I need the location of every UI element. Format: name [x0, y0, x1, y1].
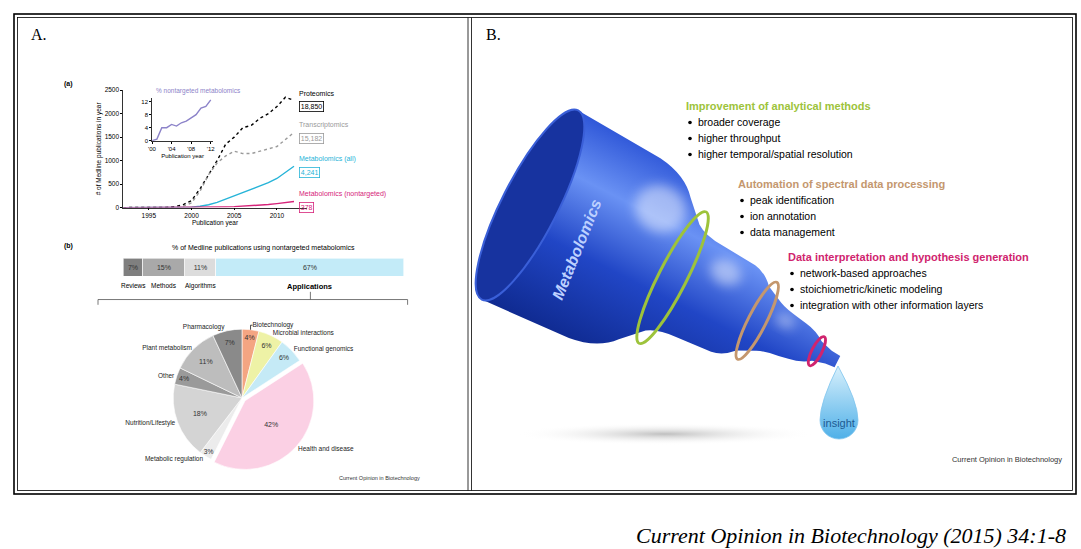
svg-text:18,850: 18,850 — [301, 103, 323, 110]
svg-text:'12: '12 — [207, 146, 215, 152]
svg-text:ion annotation: ion annotation — [750, 210, 816, 222]
svg-text:Publication year: Publication year — [161, 153, 204, 159]
svg-text:Automation of spectral data pr: Automation of spectral data processing — [738, 178, 945, 190]
svg-text:Functional genomics: Functional genomics — [294, 345, 354, 353]
svg-text:6%: 6% — [279, 354, 289, 361]
svg-text:'04: '04 — [168, 146, 176, 152]
svg-text:'08: '08 — [187, 146, 195, 152]
svg-text:Biotechnology: Biotechnology — [253, 321, 295, 329]
svg-text:Metabolomics: Metabolomics — [549, 197, 605, 302]
svg-text:Current Opinion in Biotechnolo: Current Opinion in Biotechnology — [952, 455, 1062, 464]
svg-text:0: 0 — [115, 204, 119, 211]
svg-text:Improvement of analytical meth: Improvement of analytical methods — [686, 100, 871, 112]
svg-text:higher temporal/spatial resolu: higher temporal/spatial resolution — [698, 148, 853, 160]
svg-text:broader coverage: broader coverage — [698, 116, 780, 128]
svg-text:data management: data management — [750, 226, 835, 238]
svg-text:Health and disease: Health and disease — [298, 445, 354, 452]
svg-text:Data interpretation and hypoth: Data interpretation and hypothesis gener… — [788, 251, 1029, 263]
svg-text:% of Medline publications usin: % of Medline publications using nontarge… — [172, 244, 355, 252]
svg-text:12: 12 — [141, 99, 148, 105]
svg-text:Methods: Methods — [151, 282, 177, 289]
svg-text:11%: 11% — [194, 264, 208, 271]
svg-text:# of Medline publications in y: # of Medline publications in year — [95, 102, 103, 196]
svg-text:11%: 11% — [199, 358, 213, 365]
svg-text:500: 500 — [108, 180, 119, 187]
svg-text:'00: '00 — [148, 146, 156, 152]
svg-text:6%: 6% — [261, 342, 271, 349]
svg-text:higher throughput: higher throughput — [698, 132, 780, 144]
svg-text:2010: 2010 — [270, 212, 285, 219]
svg-text:integration with other informa: integration with other information layer… — [800, 299, 983, 311]
svg-text:1995: 1995 — [142, 212, 157, 219]
svg-text:Metabolic regulation: Metabolic regulation — [145, 455, 204, 463]
svg-text:Nutrition/Lifestyle: Nutrition/Lifestyle — [125, 419, 175, 427]
svg-text:18%: 18% — [193, 410, 207, 417]
svg-text:Proteomics: Proteomics — [299, 90, 335, 97]
svg-text:15,182: 15,182 — [301, 135, 323, 142]
svg-text:A.: A. — [31, 26, 47, 43]
svg-text:8: 8 — [145, 112, 149, 118]
svg-text:0: 0 — [145, 138, 149, 144]
svg-text:Applications: Applications — [287, 282, 332, 291]
svg-text:2005: 2005 — [227, 212, 242, 219]
svg-text:4,241: 4,241 — [301, 169, 319, 176]
svg-text:2500: 2500 — [105, 86, 120, 93]
svg-text:7%: 7% — [225, 339, 235, 346]
svg-text:B.: B. — [486, 26, 501, 43]
svg-text:Metabolomics (nontargeted): Metabolomics (nontargeted) — [299, 190, 386, 198]
svg-text:Publication year: Publication year — [192, 219, 239, 227]
svg-text:7%: 7% — [128, 264, 138, 271]
svg-text:1500: 1500 — [105, 133, 120, 140]
svg-text:% nontargeted metabolomics: % nontargeted metabolomics — [156, 87, 241, 95]
svg-text:Algorithms: Algorithms — [185, 282, 216, 290]
svg-text:378: 378 — [301, 204, 313, 211]
svg-text:Microbial interactions: Microbial interactions — [273, 329, 335, 336]
svg-text:Reviews: Reviews — [121, 282, 146, 289]
svg-text:4%: 4% — [245, 334, 255, 341]
svg-text:3%: 3% — [204, 448, 214, 455]
svg-text:Current Opinion in Biotechnolo: Current Opinion in Biotechnology (2015) … — [636, 523, 1066, 548]
svg-text:Plant metabolism: Plant metabolism — [142, 344, 192, 351]
svg-text:4: 4 — [145, 125, 149, 131]
svg-text:42%: 42% — [264, 421, 278, 428]
svg-text:stoichiometric/kinetic modelin: stoichiometric/kinetic modeling — [800, 283, 943, 295]
svg-text:2000: 2000 — [184, 212, 199, 219]
svg-text:Transcriptomics: Transcriptomics — [299, 121, 349, 129]
svg-text:1000: 1000 — [105, 157, 120, 164]
svg-text:peak identification: peak identification — [750, 194, 834, 206]
svg-text:Pharmacology: Pharmacology — [183, 323, 225, 331]
svg-text:Current Opinion in Biotechnolo: Current Opinion in Biotechnology — [339, 475, 420, 481]
svg-text:4%: 4% — [179, 375, 189, 382]
svg-text:Metabolomics (all): Metabolomics (all) — [299, 155, 356, 163]
svg-text:network-based approaches: network-based approaches — [800, 267, 927, 279]
svg-text:insight: insight — [823, 417, 855, 429]
svg-text:15%: 15% — [157, 264, 171, 271]
svg-text:67%: 67% — [303, 264, 317, 271]
svg-text:(b): (b) — [64, 242, 73, 250]
svg-text:Other: Other — [158, 372, 175, 379]
svg-text:(a): (a) — [64, 80, 73, 88]
svg-text:2000: 2000 — [105, 110, 120, 117]
